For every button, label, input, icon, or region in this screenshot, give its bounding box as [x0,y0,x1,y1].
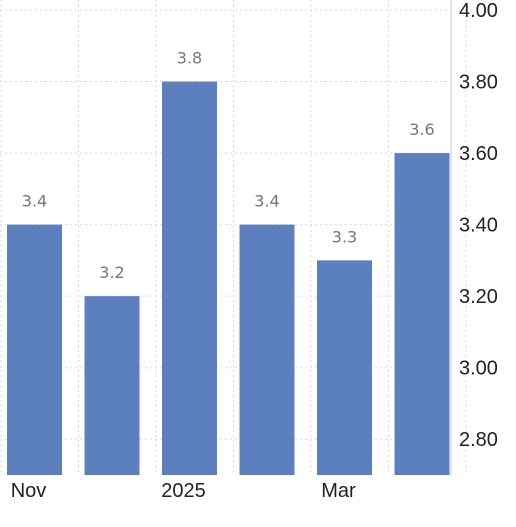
bar [239,224,295,475]
bar [162,81,217,476]
data-label: 3.3 [332,227,357,246]
data-label: 3.2 [99,263,124,282]
x-tick-label: Mar [321,480,356,502]
x-tick-label: 2025 [161,480,206,502]
x-tick-label: Nov [11,480,47,502]
y-tick-label: 4.00 [459,0,498,22]
data-label: 3.4 [254,192,279,211]
y-tick-label: 3.40 [459,215,498,237]
bar [7,224,62,475]
y-tick-label: 2.80 [459,429,498,451]
y-tick-label: 3.20 [459,286,498,308]
bar [84,296,140,475]
data-label: 3.6 [409,120,434,139]
y-tick-label: 3.80 [459,72,498,94]
data-label: 3.8 [177,49,202,68]
y-tick-label: 3.00 [459,358,498,380]
bar [394,153,450,476]
data-label: 3.4 [22,192,47,211]
y-tick-label: 3.60 [459,143,498,165]
bar [317,260,372,475]
